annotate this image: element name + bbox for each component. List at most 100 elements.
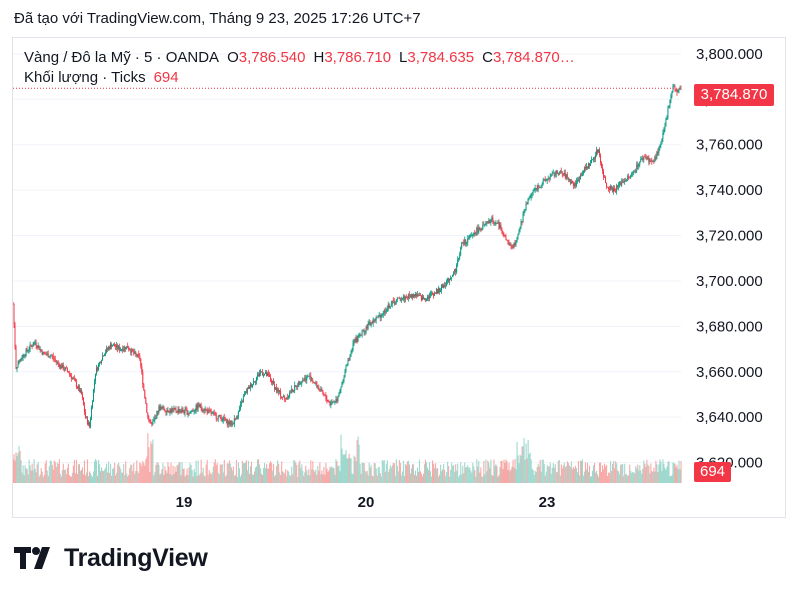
candle-body [211,412,213,414]
volume-bar [581,459,584,483]
candle-body [214,412,216,414]
volume-bar [616,463,618,483]
candle-body [566,174,568,178]
volume-bar [166,473,168,483]
volume-bar [68,475,70,483]
volume-title[interactable]: Khối lượng · Ticks [24,69,146,86]
candle-body [544,179,546,181]
candle-body [593,157,595,159]
candle-body [318,387,320,391]
candle-body [667,107,669,118]
volume-bar [140,463,142,483]
candle-body [73,378,75,380]
candle-body [628,176,630,177]
volume-bar [302,470,304,483]
volume-bar [249,466,252,483]
volume-bar [63,469,65,483]
volume-bar [65,474,67,483]
candle-body [226,419,228,425]
volume-bar [456,470,458,483]
candle-body [217,415,219,419]
candle-body [104,354,106,356]
candle-body [594,155,596,159]
volume-bar [347,458,349,483]
price-chart[interactable]: 3,800.0003,780.0003,760.0003,740.0003,72… [13,38,785,517]
volume-bar [497,476,499,483]
volume-bar [55,467,57,483]
candle-body [558,171,560,175]
candle-body [283,396,285,398]
volume-bar [506,461,508,483]
volume-bar [665,469,667,483]
volume-bar [311,469,313,483]
volume-bar [621,464,623,483]
candle-body [666,117,668,120]
volume-bar [388,469,390,483]
candle-body [380,314,382,318]
chart-panel[interactable]: 3,800.0003,780.0003,760.0003,740.0003,72… [12,37,786,518]
volume-bar [627,475,629,483]
candle-body [191,410,193,412]
volume-bar [61,469,63,483]
volume-bar [53,460,55,483]
volume-bar [112,468,114,483]
volume-bar [74,473,76,483]
volume-bar [281,461,283,483]
candle-body [50,355,52,357]
candle-body [632,172,634,174]
candle-body [432,293,434,295]
candle-body [261,372,263,376]
volume-bar [664,467,666,483]
candle-body [26,349,28,351]
volume-bar [83,460,86,483]
candle-body [405,296,407,298]
volume-bar [673,463,675,483]
volume-bar [630,470,632,483]
volume-bar [486,471,488,483]
volume-bar [358,444,360,483]
volume-bar [624,463,626,483]
symbol-title[interactable]: Vàng / Đô la Mỹ · 5 · OANDA [24,49,220,66]
volume-bar [96,460,98,483]
volume-bar [93,461,96,483]
tradingview-logo[interactable]: TradingView [14,542,208,574]
volume-bar [536,467,538,483]
candle-body [61,364,63,369]
candle-body [573,183,575,186]
volume-bar [672,462,674,483]
volume-bar [60,476,62,483]
candle-body [607,186,609,188]
volume-bar [656,464,658,483]
volume-bar [46,470,48,483]
volume-bar [111,475,113,483]
volume-bar [354,457,356,483]
volume-bar [98,459,100,483]
candle-body [221,420,223,422]
candle-body [332,401,334,403]
candle-body [534,188,536,191]
candle-body [127,346,129,348]
volume-bar [372,476,374,483]
volume-bar [88,471,91,483]
volume-bar [293,460,295,483]
volume-bar [279,472,281,483]
volume-bar [18,445,20,483]
candle-body [422,296,424,300]
volume-bar [660,461,662,483]
candle-body [54,359,56,361]
volume-bar [310,460,312,483]
volume-bar [539,459,541,483]
candle-body [62,364,64,370]
volume-bar [614,468,616,483]
volume-bar [633,472,635,483]
volume-bar [563,462,565,483]
volume-bar [462,465,464,483]
candle-body [40,349,42,351]
volume-bar [460,462,462,483]
candle-body [130,350,132,353]
candle-body [388,304,390,309]
candle-body [174,407,176,409]
volume-bar [378,466,380,483]
candle-body [582,171,584,174]
volume-bar [610,461,612,483]
